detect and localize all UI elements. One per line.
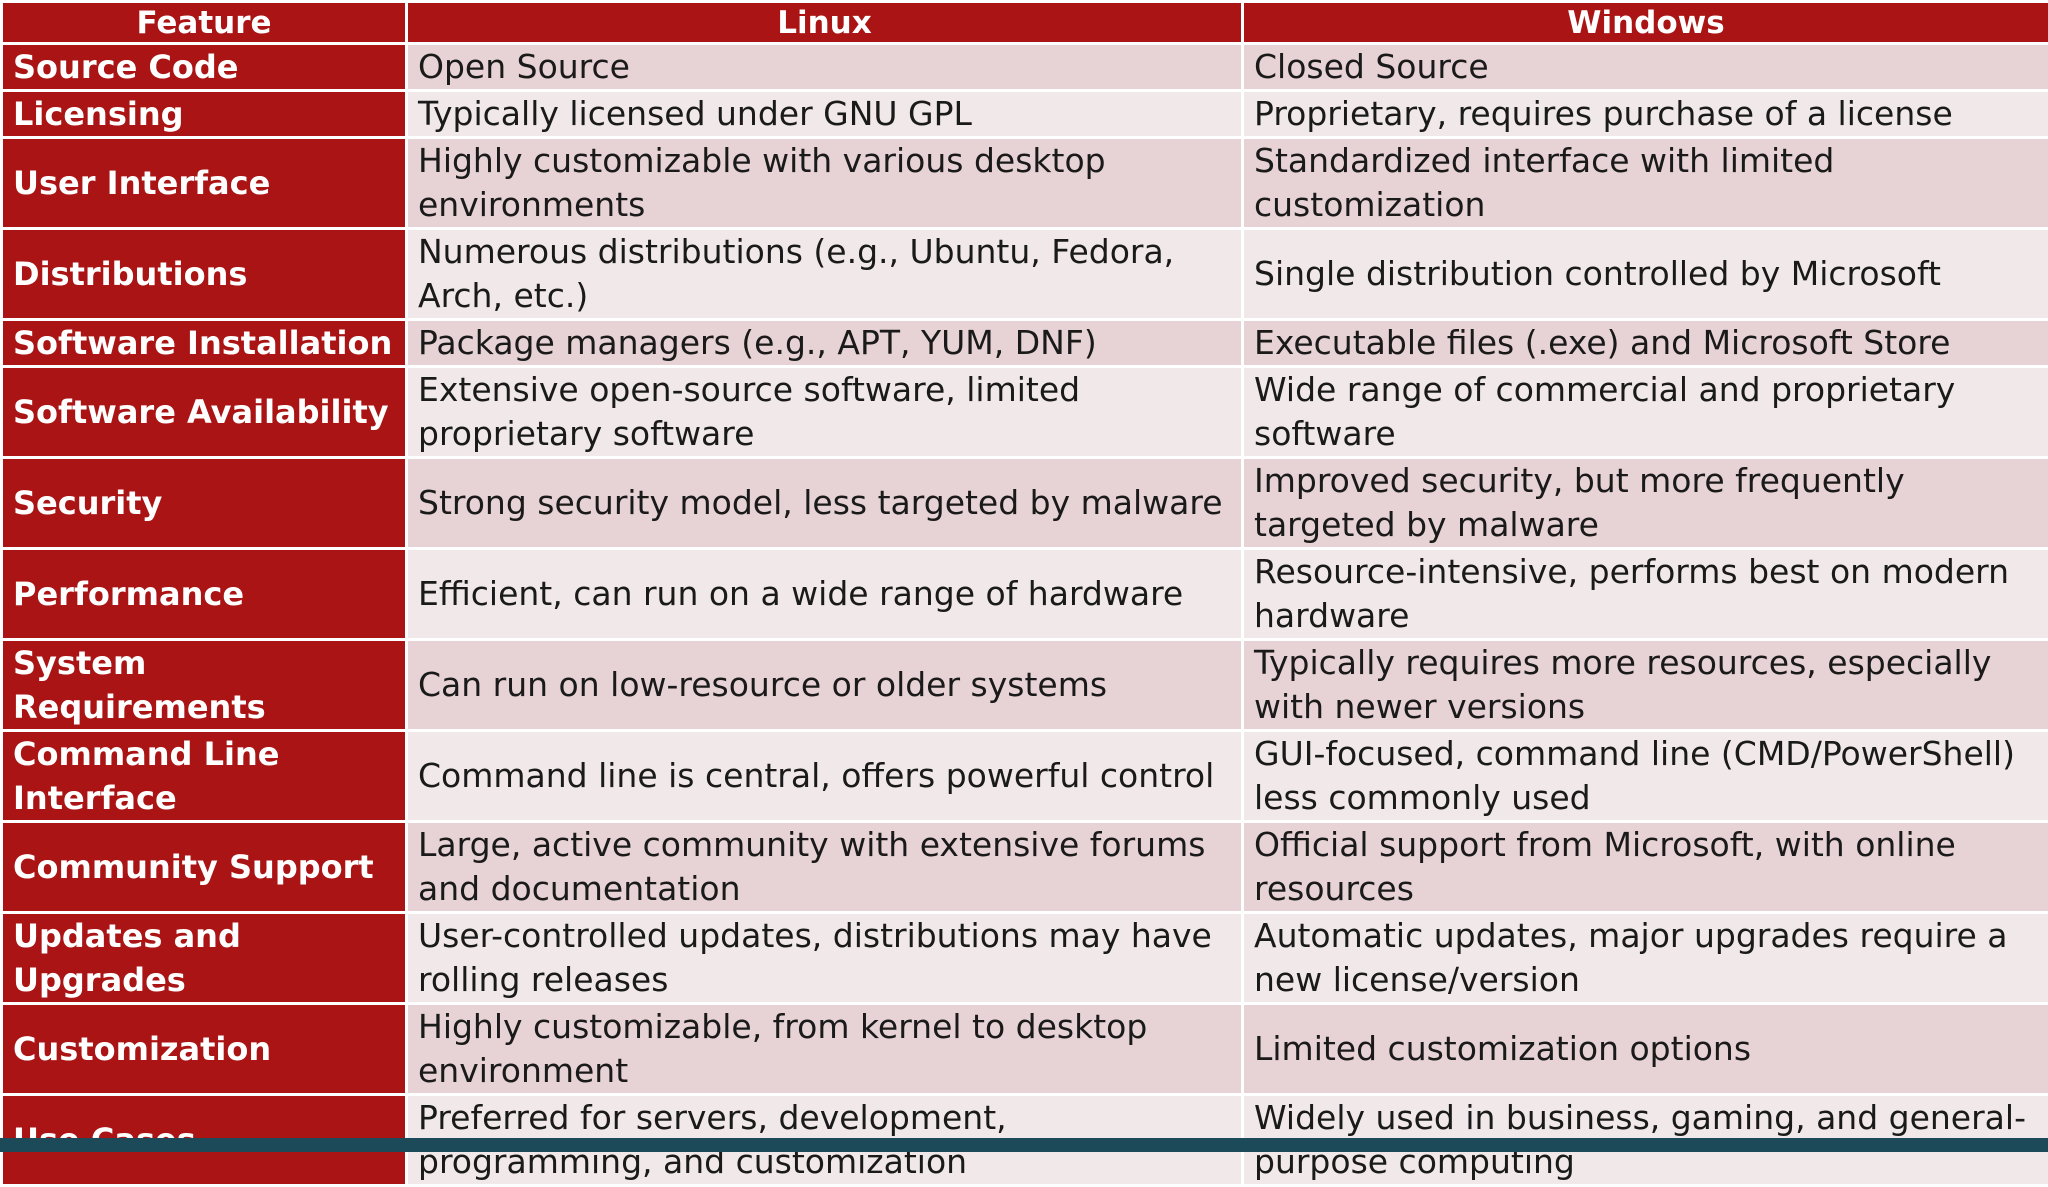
header-feature: Feature bbox=[2, 2, 407, 44]
table-header: Feature Linux Windows bbox=[2, 2, 2048, 44]
feature-cell: Source Code bbox=[2, 44, 407, 91]
feature-cell: User Interface bbox=[2, 138, 407, 229]
header-windows: Windows bbox=[1243, 2, 2048, 44]
table-row: Distributions Numerous distributions (e.… bbox=[2, 229, 2048, 320]
table-row: Security Strong security model, less tar… bbox=[2, 458, 2048, 549]
linux-cell: Numerous distributions (e.g., Ubuntu, Fe… bbox=[407, 229, 1243, 320]
windows-cell: Resource-intensive, performs best on mod… bbox=[1243, 549, 2048, 640]
feature-cell: Software Availability bbox=[2, 367, 407, 458]
linux-cell: Extensive open-source software, limited … bbox=[407, 367, 1243, 458]
windows-cell: Wide range of commercial and proprietary… bbox=[1243, 367, 2048, 458]
feature-cell: Security bbox=[2, 458, 407, 549]
table-row: Community Support Large, active communit… bbox=[2, 822, 2048, 913]
feature-cell: Updates and Upgrades bbox=[2, 913, 407, 1004]
table-row: Performance Efficient, can run on a wide… bbox=[2, 549, 2048, 640]
bottom-band bbox=[0, 1138, 2048, 1152]
linux-cell: Efficient, can run on a wide range of ha… bbox=[407, 549, 1243, 640]
header-row: Feature Linux Windows bbox=[2, 2, 2048, 44]
table-row: User Interface Highly customizable with … bbox=[2, 138, 2048, 229]
feature-cell: Licensing bbox=[2, 91, 407, 138]
feature-cell: System Requirements bbox=[2, 640, 407, 731]
windows-cell: Typically requires more resources, espec… bbox=[1243, 640, 2048, 731]
table-row: Command Line Interface Command line is c… bbox=[2, 731, 2048, 822]
linux-cell: Strong security model, less targeted by … bbox=[407, 458, 1243, 549]
feature-cell: Software Installation bbox=[2, 320, 407, 367]
linux-cell: Package managers (e.g., APT, YUM, DNF) bbox=[407, 320, 1243, 367]
table-body: Source Code Open Source Closed Source Li… bbox=[2, 44, 2048, 1186]
table-row: Software Availability Extensive open-sou… bbox=[2, 367, 2048, 458]
linux-cell: Highly customizable, from kernel to desk… bbox=[407, 1004, 1243, 1095]
windows-cell: Official support from Microsoft, with on… bbox=[1243, 822, 2048, 913]
windows-cell: Executable files (.exe) and Microsoft St… bbox=[1243, 320, 2048, 367]
linux-cell: Typically licensed under GNU GPL bbox=[407, 91, 1243, 138]
linux-cell: Open Source bbox=[407, 44, 1243, 91]
table-row: Customization Highly customizable, from … bbox=[2, 1004, 2048, 1095]
windows-cell: Improved security, but more frequently t… bbox=[1243, 458, 2048, 549]
table-row: Source Code Open Source Closed Source bbox=[2, 44, 2048, 91]
windows-cell: Limited customization options bbox=[1243, 1004, 2048, 1095]
windows-cell: Closed Source bbox=[1243, 44, 2048, 91]
linux-cell: Can run on low-resource or older systems bbox=[407, 640, 1243, 731]
table-row: Updates and Upgrades User-controlled upd… bbox=[2, 913, 2048, 1004]
windows-cell: Single distribution controlled by Micros… bbox=[1243, 229, 2048, 320]
linux-cell: User-controlled updates, distributions m… bbox=[407, 913, 1243, 1004]
header-linux: Linux bbox=[407, 2, 1243, 44]
table-row: System Requirements Can run on low-resou… bbox=[2, 640, 2048, 731]
table-row: Licensing Typically licensed under GNU G… bbox=[2, 91, 2048, 138]
feature-cell: Command Line Interface bbox=[2, 731, 407, 822]
windows-cell: GUI-focused, command line (CMD/PowerShel… bbox=[1243, 731, 2048, 822]
feature-cell: Customization bbox=[2, 1004, 407, 1095]
slide: Feature Linux Windows Source Code Open S… bbox=[0, 0, 2048, 1152]
linux-cell: Command line is central, offers powerful… bbox=[407, 731, 1243, 822]
windows-cell: Standardized interface with limited cust… bbox=[1243, 138, 2048, 229]
feature-cell: Community Support bbox=[2, 822, 407, 913]
feature-cell: Performance bbox=[2, 549, 407, 640]
table-row: Software Installation Package managers (… bbox=[2, 320, 2048, 367]
feature-cell: Distributions bbox=[2, 229, 407, 320]
linux-cell: Highly customizable with various desktop… bbox=[407, 138, 1243, 229]
linux-cell: Large, active community with extensive f… bbox=[407, 822, 1243, 913]
windows-cell: Proprietary, requires purchase of a lice… bbox=[1243, 91, 2048, 138]
windows-cell: Automatic updates, major upgrades requir… bbox=[1243, 913, 2048, 1004]
